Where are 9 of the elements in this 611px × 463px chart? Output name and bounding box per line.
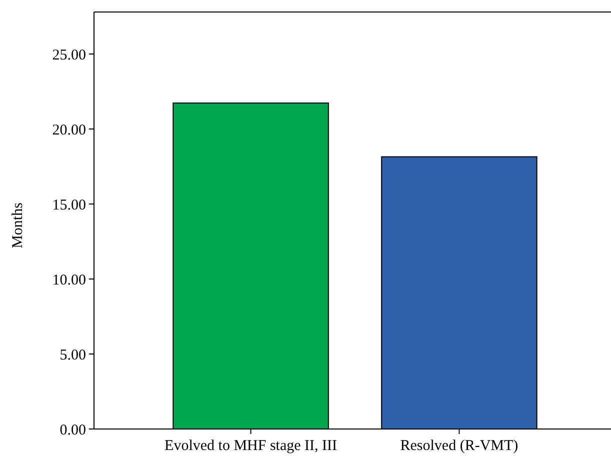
y-tick-label: 15.00	[52, 197, 86, 214]
y-axis-title: Months	[10, 202, 26, 248]
y-tick-label: 0.00	[60, 422, 86, 438]
y-tick-label: 20.00	[52, 122, 86, 138]
y-tick-label: 10.00	[52, 272, 86, 288]
y-tick-label: 5.00	[60, 347, 86, 364]
y-tick-label: 25.00	[52, 47, 86, 64]
x-tick-label: Evolved to MHF stage II, III	[164, 438, 338, 454]
x-tick-label: Resolved (R-VMT)	[400, 438, 518, 454]
